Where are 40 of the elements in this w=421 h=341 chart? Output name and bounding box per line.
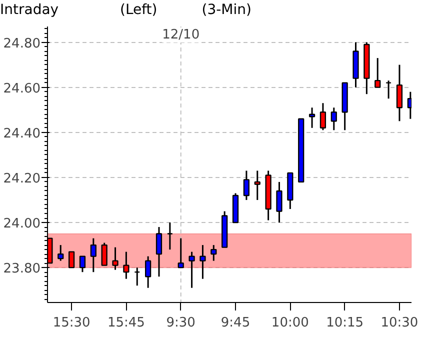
candlestick [330,106,337,131]
candlestick [101,242,108,266]
candlestick [58,244,64,262]
candlestick [145,256,152,289]
x-tick-label: 10:15 [326,316,364,330]
candlestick [90,238,96,273]
candlestick [210,244,217,262]
chart-subtitle: (Left) (3-Min) [120,1,252,20]
candlestick [112,246,118,271]
x-tick-label: 15:30 [52,316,90,330]
candlestick [385,80,392,100]
y-tick-label: 24.80 [3,36,40,52]
candlestick [243,170,250,201]
x-tick-label: 9:30 [166,316,196,330]
candlestick [79,256,86,273]
y-tick-label: 24.20 [3,171,40,186]
ref-line-label: 12/10 [162,28,200,42]
candlestick [374,57,381,88]
candlestick [156,226,162,278]
candlestick [308,106,316,129]
y-tick-label: 23.80 [3,262,40,277]
candlestick [68,251,75,268]
candlestick [188,251,195,289]
y-tick-label: 24.40 [3,126,40,142]
candlestick [166,222,173,250]
candlestick [134,266,140,286]
candlestick [254,170,260,201]
x-tick-label: 10:30 [380,316,418,330]
x-tick-label: 10:00 [271,316,309,330]
candlestick [396,64,403,122]
candlestick [320,102,326,131]
y-tick-label: 24.00 [3,216,40,232]
x-tick-label: 9:45 [220,316,250,330]
chart-title: Intraday [0,1,59,20]
candlestick [178,238,184,268]
candlestick [200,244,206,280]
candlestick [276,181,282,224]
y-tick-label: 24.60 [3,81,40,96]
x-tick-label: 15:45 [107,316,145,330]
candlestick [123,251,130,280]
